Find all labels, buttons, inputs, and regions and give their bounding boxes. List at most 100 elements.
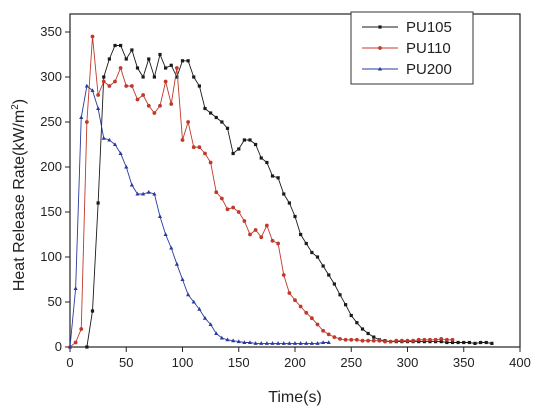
data-point-pu110 [231, 205, 236, 210]
data-point-pu200 [236, 339, 241, 344]
data-point-pu105 [90, 309, 95, 313]
data-point-pu105 [355, 321, 359, 325]
x-tick-label: 300 [397, 355, 419, 370]
data-point-pu200 [118, 151, 123, 155]
data-point-pu110 [163, 79, 168, 84]
y-axis-label-close: ) [11, 99, 28, 104]
data-point-pu110 [343, 337, 348, 342]
data-point-pu110 [84, 120, 89, 124]
data-point-pu110 [146, 103, 151, 108]
y-tick-label: 200 [40, 159, 62, 174]
data-point-pu110 [174, 66, 179, 70]
data-point-pu110 [248, 232, 252, 237]
data-point-pu105 [192, 75, 196, 79]
data-point-pu105 [85, 345, 89, 349]
series-layer [67, 34, 494, 349]
data-point-pu105 [473, 341, 477, 345]
data-point-pu110 [73, 340, 78, 345]
legend-marker-pu110 [378, 46, 382, 50]
data-point-pu200 [191, 299, 196, 304]
data-point-pu110 [79, 327, 84, 331]
data-point-pu110 [107, 84, 112, 88]
data-point-pu105 [439, 340, 443, 344]
data-point-pu200 [163, 232, 168, 236]
legend-label-pu200: PU200 [406, 61, 452, 78]
data-point-pu105 [344, 303, 348, 307]
data-point-pu110 [225, 207, 230, 212]
data-point-pu105 [338, 293, 342, 297]
data-point-pu200 [146, 189, 151, 194]
data-point-pu105 [254, 142, 258, 147]
data-point-pu105 [242, 138, 246, 142]
data-point-pu200 [242, 340, 247, 344]
data-point-pu200 [309, 341, 314, 345]
data-point-pu105 [321, 264, 325, 268]
data-point-pu110 [259, 235, 264, 240]
data-point-pu200 [264, 341, 269, 345]
data-point-pu110 [428, 337, 432, 342]
data-point-pu110 [444, 337, 449, 342]
data-point-pu105 [315, 255, 320, 259]
data-point-pu200 [214, 331, 219, 335]
data-point-pu110 [180, 138, 185, 142]
data-point-pu110 [371, 338, 376, 343]
data-point-pu105 [479, 340, 483, 345]
data-point-pu110 [219, 196, 224, 201]
data-point-pu105 [186, 59, 190, 63]
data-point-pu110 [169, 102, 174, 106]
x-tick-label: 150 [228, 355, 250, 370]
data-point-pu110 [276, 241, 281, 246]
data-point-pu110 [293, 298, 297, 303]
data-point-pu105 [282, 192, 286, 196]
data-point-pu105 [484, 340, 488, 345]
data-point-pu200 [67, 344, 73, 349]
data-point-pu105 [445, 340, 449, 345]
data-point-pu105 [366, 331, 370, 336]
data-point-pu110 [416, 337, 421, 342]
data-point-pu200 [270, 341, 275, 345]
legend: PU105 PU110 PU200 [350, 11, 474, 85]
data-point-pu200 [186, 292, 191, 297]
data-point-pu200 [321, 340, 326, 344]
data-point-pu110 [360, 338, 365, 343]
data-point-pu105 [237, 147, 241, 151]
data-point-pu200 [129, 182, 134, 187]
data-point-pu110 [450, 337, 455, 342]
y-tick-label: 50 [48, 294, 62, 309]
data-point-pu110 [191, 145, 196, 150]
x-tick-label: 400 [509, 355, 531, 370]
data-point-pu105 [450, 340, 455, 345]
data-point-pu110 [354, 337, 359, 342]
data-point-pu105 [124, 57, 128, 61]
y-tick-label: 0 [55, 339, 62, 354]
data-point-pu110 [158, 103, 162, 108]
data-point-pu200 [169, 245, 174, 250]
data-point-pu200 [225, 337, 230, 342]
data-point-pu105 [119, 43, 123, 48]
y-tick-label: 100 [40, 249, 62, 264]
data-point-pu105 [203, 106, 207, 111]
data-point-pu200 [84, 83, 89, 88]
y-axis-label-superscript: 2 [10, 104, 21, 110]
data-point-pu110 [214, 190, 219, 195]
data-point-pu105 [107, 57, 111, 61]
data-point-pu110 [399, 338, 404, 343]
data-point-pu200 [90, 88, 95, 92]
data-point-pu110 [264, 223, 269, 228]
data-point-pu105 [304, 241, 308, 246]
data-point-pu105 [332, 282, 336, 286]
data-point-pu105 [462, 340, 466, 345]
series-pu105 [85, 43, 494, 349]
y-tick-label: 150 [40, 204, 62, 219]
data-point-pu105 [96, 201, 100, 205]
series-line-pu105 [86, 45, 492, 348]
legend-marker-pu200 [377, 66, 383, 71]
data-point-pu200 [298, 341, 303, 345]
data-point-pu200 [208, 322, 213, 326]
data-point-pu110 [129, 84, 134, 88]
data-point-pu105 [113, 43, 117, 48]
data-point-pu105 [467, 340, 471, 345]
data-point-pu110 [135, 97, 140, 102]
data-point-pu110 [405, 338, 410, 343]
data-point-pu105 [456, 340, 460, 345]
